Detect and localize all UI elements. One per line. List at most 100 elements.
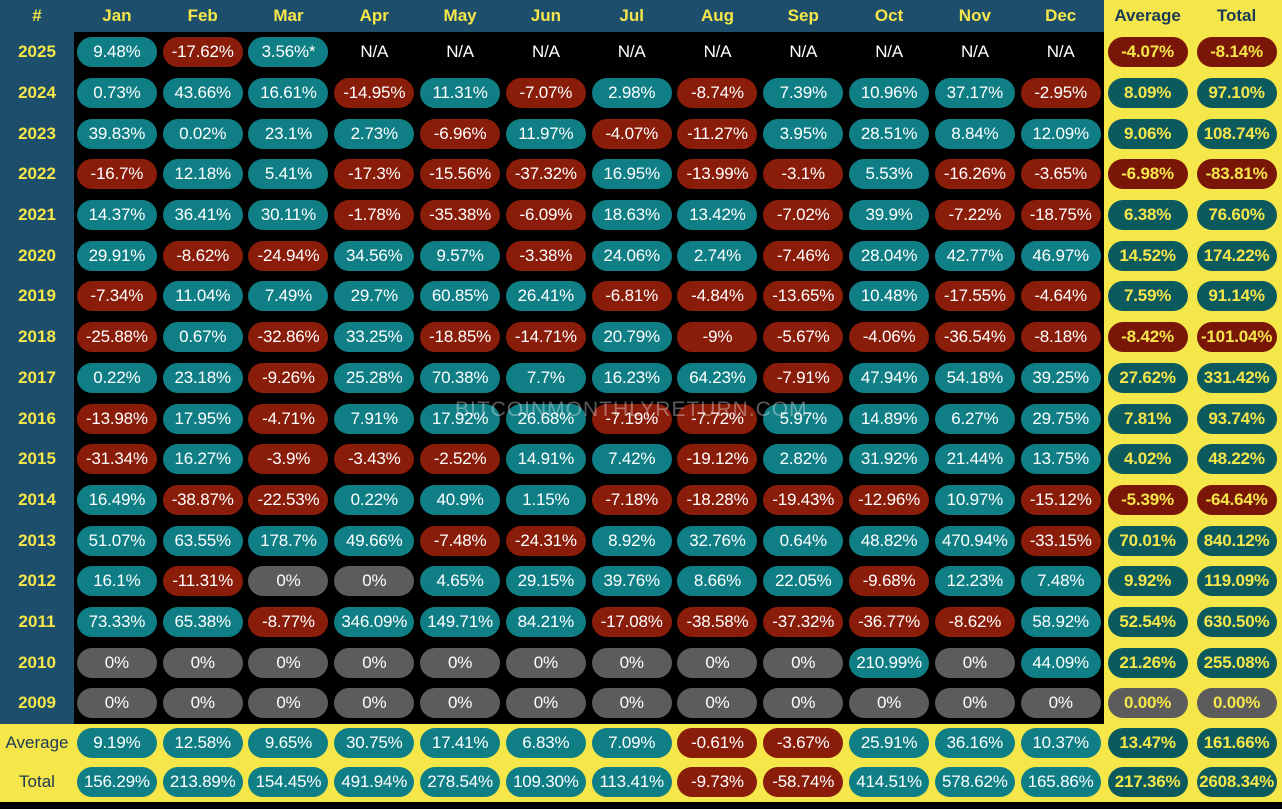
table-cell: -19.12% <box>674 438 761 480</box>
table-cell: 25.91% <box>846 723 932 762</box>
return-value-2025-apr: N/A <box>360 42 389 62</box>
table-cell: 44.09% <box>1017 642 1104 683</box>
table-cell: 60.85% <box>417 276 503 317</box>
return-value-2011-total: 630.50% <box>1196 606 1277 637</box>
table-cell: -8.62% <box>159 235 246 277</box>
table-cell: -18.85% <box>417 316 503 358</box>
table-cell: N/A <box>1017 32 1104 73</box>
table-cell: 13.47% <box>1103 723 1192 762</box>
row-label-2017: 2017 <box>0 357 74 399</box>
return-value-2014-jan: 16.49% <box>76 484 157 515</box>
table-cell: 12.18% <box>159 154 246 195</box>
table-cell: 37.17% <box>931 72 1018 114</box>
return-value-2013-feb: 63.55% <box>162 525 243 556</box>
return-value-2012-average: 9.92% <box>1107 566 1188 597</box>
return-value-2023-feb: 0.02% <box>162 118 243 149</box>
column-header-mar: Mar <box>245 0 332 32</box>
return-value-2017-aug: 64.23% <box>677 362 758 393</box>
return-value-2025-jan: 9.48% <box>76 37 157 68</box>
table-cell: 8.66% <box>674 560 761 602</box>
return-value-2016-nov: 6.27% <box>934 403 1015 434</box>
table-cell: 5.53% <box>846 154 932 195</box>
return-value-2013-dec: -33.15% <box>1020 525 1101 556</box>
table-cell: -31.34% <box>74 438 160 480</box>
return-value-2014-nov: 10.97% <box>934 484 1015 515</box>
return-value-2022-feb: 12.18% <box>162 159 243 190</box>
return-value-2009-may: 0% <box>420 688 501 719</box>
return-value-2013-total: 840.12% <box>1196 525 1277 556</box>
table-cell: 414.51% <box>846 761 932 802</box>
return-value-2014-feb: -38.87% <box>162 484 243 515</box>
table-cell: 0% <box>74 642 160 683</box>
return-value-2018-jan: -25.88% <box>76 322 157 353</box>
table-cell: -5.67% <box>760 316 847 358</box>
table-cell: N/A <box>846 32 932 73</box>
return-value-2021-total: 76.60% <box>1196 200 1277 231</box>
table-cell: 39.83% <box>74 113 160 155</box>
return-value-2016-dec: 29.75% <box>1020 403 1101 434</box>
table-cell: 93.74% <box>1191 398 1282 439</box>
row-label-2013: 2013 <box>0 520 74 561</box>
return-value-2017-sep: -7.91% <box>763 362 844 393</box>
return-value-2010-may: 0% <box>420 647 501 678</box>
return-value-2009-sep: 0% <box>763 688 844 719</box>
return-value-2020-jul: 24.06% <box>591 240 672 271</box>
return-value-2015-jan: -31.34% <box>76 444 157 475</box>
table-cell: 331.42% <box>1191 357 1282 399</box>
return-value-2018-mar: -32.86% <box>248 322 329 353</box>
return-value-2020-average: 14.52% <box>1107 240 1188 271</box>
return-value-2019-nov: -17.55% <box>934 281 1015 312</box>
table-cell: -7.02% <box>760 194 847 236</box>
return-value-2020-sep: -7.46% <box>763 240 844 271</box>
return-value-total-aug: -9.73% <box>677 766 758 797</box>
table-cell: 217.36% <box>1103 761 1192 802</box>
table-cell: 28.04% <box>846 235 932 277</box>
return-value-2023-sep: 3.95% <box>763 118 844 149</box>
return-value-average-mar: 9.65% <box>248 727 329 758</box>
return-value-2019-apr: 29.7% <box>334 281 415 312</box>
table-cell: 14.91% <box>502 438 589 480</box>
return-value-2023-nov: 8.84% <box>934 118 1015 149</box>
return-value-2011-oct: -36.77% <box>849 606 930 637</box>
table-cell: 10.37% <box>1017 723 1104 762</box>
table-cell: 8.92% <box>588 520 675 561</box>
table-cell: 119.09% <box>1191 560 1282 602</box>
table-cell: -7.48% <box>417 520 503 561</box>
table-cell: -24.31% <box>502 520 589 561</box>
table-cell: N/A <box>760 32 847 73</box>
table-cell: 22.05% <box>760 560 847 602</box>
return-value-average-apr: 30.75% <box>334 727 415 758</box>
return-value-2010-dec: 44.09% <box>1020 647 1101 678</box>
table-cell: -4.64% <box>1017 276 1104 317</box>
column-header-nov: Nov <box>931 0 1018 32</box>
return-value-2019-jul: -6.81% <box>591 281 672 312</box>
table-cell: 7.7% <box>502 357 589 399</box>
return-value-2012-feb: -11.31% <box>162 566 243 597</box>
table-cell: 0% <box>760 683 847 724</box>
return-value-2025-nov: N/A <box>960 42 989 62</box>
return-value-2023-total: 108.74% <box>1196 118 1277 149</box>
return-value-2024-dec: -2.95% <box>1020 78 1101 109</box>
table-cell: 46.97% <box>1017 235 1104 277</box>
table-cell: 0% <box>588 683 675 724</box>
table-cell: 0% <box>331 642 418 683</box>
return-value-2019-jun: 26.41% <box>505 281 586 312</box>
return-value-2023-jun: 11.97% <box>505 118 586 149</box>
table-cell: 29.15% <box>502 560 589 602</box>
return-value-2013-average: 70.01% <box>1107 525 1188 556</box>
return-value-total-total: 2608.34% <box>1196 766 1277 797</box>
table-cell: 36.41% <box>159 194 246 236</box>
return-value-2019-average: 7.59% <box>1107 281 1188 312</box>
table-cell: 156.29% <box>74 761 160 802</box>
return-value-2010-nov: 0% <box>934 647 1015 678</box>
return-value-2024-nov: 37.17% <box>934 78 1015 109</box>
table-cell: 16.1% <box>74 560 160 602</box>
table-cell: -36.54% <box>931 316 1018 358</box>
return-value-2019-aug: -4.84% <box>677 281 758 312</box>
return-value-2021-aug: 13.42% <box>677 200 758 231</box>
row-label-2023: 2023 <box>0 113 74 155</box>
table-cell: 4.02% <box>1103 438 1192 480</box>
return-value-total-oct: 414.51% <box>849 766 930 797</box>
table-cell: 73.33% <box>74 601 160 643</box>
table-cell: 0.73% <box>74 72 160 114</box>
